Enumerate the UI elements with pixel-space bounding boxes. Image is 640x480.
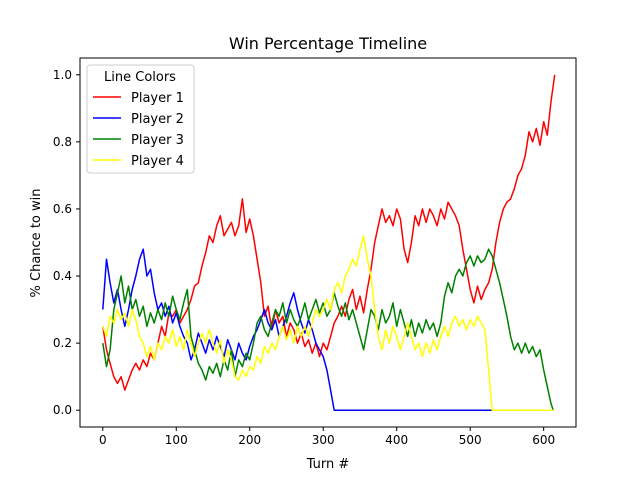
y-tick-label: 0.8 <box>53 135 72 149</box>
legend-label: Player 2 <box>131 112 184 127</box>
legend-title: Line Colors <box>104 70 176 85</box>
legend-items: Player 1 Player 2 Player 3 Player 4 <box>93 91 184 169</box>
legend-label: Player 4 <box>131 154 184 169</box>
y-axis-ticks: 0.0 0.2 0.4 0.6 0.8 1.0 <box>53 68 80 417</box>
x-axis-ticks: 0 100 200 300 400 500 600 <box>99 427 555 447</box>
x-tick-label: 100 <box>165 433 188 447</box>
x-axis-label: Turn # <box>306 457 350 472</box>
x-tick-label: 0 <box>99 433 107 447</box>
x-tick-label: 400 <box>385 433 408 447</box>
series-line-player-4 <box>102 235 554 411</box>
y-tick-label: 0.2 <box>53 336 72 350</box>
legend-label: Player 1 <box>131 91 184 106</box>
plot-lines <box>102 74 556 411</box>
y-tick-label: 0.4 <box>53 269 72 283</box>
x-tick-label: 200 <box>238 433 261 447</box>
y-tick-label: 0.0 <box>53 403 72 417</box>
legend-label: Player 3 <box>131 133 184 148</box>
series-line-player-3 <box>102 248 554 411</box>
x-tick-label: 600 <box>532 433 555 447</box>
chart-title: Win Percentage Timeline <box>229 34 427 53</box>
y-tick-label: 0.6 <box>53 202 72 216</box>
series-line-player-2 <box>102 248 554 411</box>
x-tick-label: 300 <box>312 433 335 447</box>
x-tick-label: 500 <box>459 433 482 447</box>
legend-box <box>86 64 195 174</box>
y-axis-label: % Chance to win <box>29 189 44 298</box>
y-tick-label: 1.0 <box>53 68 72 82</box>
plot-frame <box>79 57 577 428</box>
